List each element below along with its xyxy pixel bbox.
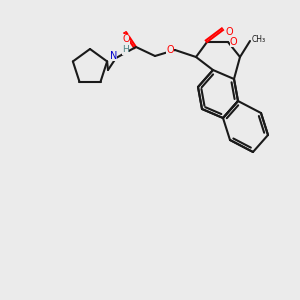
Text: CH₃: CH₃ [252, 35, 266, 44]
Text: O: O [167, 45, 174, 55]
Text: O: O [225, 27, 232, 37]
Text: O: O [230, 37, 238, 47]
Text: O: O [122, 34, 130, 44]
Text: N: N [110, 51, 117, 61]
Text: H: H [122, 46, 129, 55]
